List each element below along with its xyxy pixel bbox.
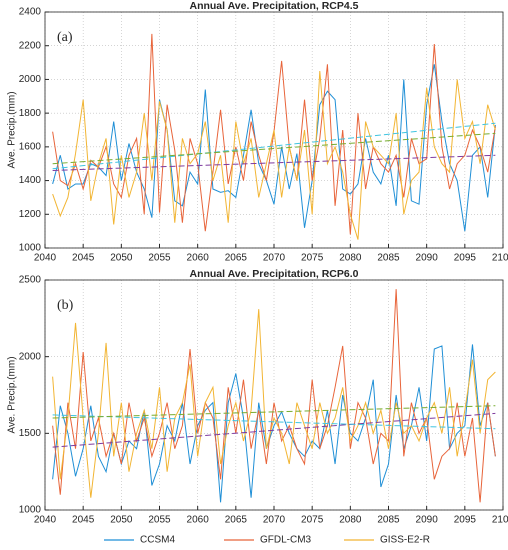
x-tick-label: 2095 — [454, 253, 477, 264]
series-line — [52, 64, 496, 232]
trend-line — [52, 412, 496, 448]
x-tick-label: 2070 — [263, 515, 286, 526]
y-tick-label: 1000 — [19, 505, 42, 516]
x-tick-label: 2075 — [301, 515, 324, 526]
legend-label: CCSM4 — [140, 535, 175, 546]
y-tick-label: 1800 — [19, 108, 42, 119]
y-tick-label: 1400 — [19, 175, 42, 186]
x-tick-label: 2040 — [34, 253, 57, 264]
trend-line — [52, 154, 496, 171]
y-axis-label: Ave. Precip.(mm) — [7, 91, 18, 168]
y-tick-label: 2200 — [19, 40, 42, 51]
y-tick-label: 2000 — [19, 74, 42, 85]
trend-line — [52, 414, 496, 430]
x-tick-label: 2075 — [301, 253, 324, 264]
x-tick-label: 2080 — [339, 515, 362, 526]
chart-title: Annual Ave. Precipitation, RCP6.0 — [189, 268, 358, 280]
x-tick-label: 2065 — [225, 515, 248, 526]
y-tick-label: 1000 — [19, 243, 42, 254]
chart-title: Annual Ave. Precipitation, RCP4.5 — [189, 0, 358, 12]
y-tick-label: 1600 — [19, 141, 42, 152]
x-tick-label: 2095 — [454, 515, 477, 526]
x-tick-label: 2090 — [416, 253, 439, 264]
y-axis-label: Ave. Precip.(mm) — [7, 356, 18, 433]
series-line — [52, 289, 496, 503]
x-tick-label: 2060 — [187, 515, 210, 526]
trend-line — [52, 132, 496, 165]
axes-frame — [44, 11, 504, 249]
x-tick-label: 2100 — [492, 515, 508, 526]
x-tick-label: 2070 — [263, 253, 286, 264]
annotation: (b) — [57, 298, 74, 313]
annotation: (a) — [57, 30, 73, 45]
x-tick-label: 2055 — [148, 515, 171, 526]
y-tick-label: 2400 — [19, 7, 42, 18]
x-tick-label: 2090 — [416, 515, 439, 526]
y-tick-label: 2000 — [19, 351, 42, 362]
series-line — [52, 70, 496, 240]
x-tick-label: 2060 — [187, 253, 210, 264]
series-line — [52, 309, 496, 498]
x-tick-label: 2050 — [110, 515, 133, 526]
legend-label: GFDL-CM3 — [260, 535, 312, 546]
trend-line — [52, 405, 496, 419]
x-tick-label: 2085 — [377, 515, 400, 526]
x-tick-label: 2100 — [492, 253, 508, 264]
x-tick-label: 2040 — [34, 515, 57, 526]
y-tick-label: 1200 — [19, 209, 42, 220]
x-tick-label: 2065 — [225, 253, 248, 264]
trend-line — [52, 122, 496, 170]
y-tick-label: 1500 — [19, 428, 42, 439]
legend-label: GISS-E2-R — [380, 535, 430, 546]
axes-frame — [44, 279, 504, 511]
x-tick-label: 2085 — [377, 253, 400, 264]
y-tick-label: 2500 — [19, 275, 42, 286]
x-tick-label: 2050 — [110, 253, 133, 264]
x-tick-label: 2055 — [148, 253, 171, 264]
x-tick-label: 2045 — [72, 515, 95, 526]
x-tick-label: 2045 — [72, 253, 95, 264]
x-tick-label: 2080 — [339, 253, 362, 264]
